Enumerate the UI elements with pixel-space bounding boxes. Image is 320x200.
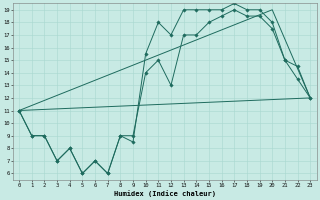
X-axis label: Humidex (Indice chaleur): Humidex (Indice chaleur) xyxy=(114,190,216,197)
